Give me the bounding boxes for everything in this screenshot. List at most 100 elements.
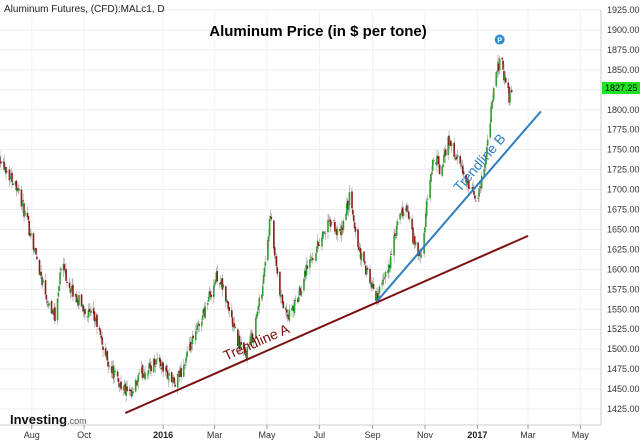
candle-body [270,216,273,220]
candle-body [417,242,419,257]
candle-body [94,319,97,322]
candle-body [202,309,205,314]
candle-body [107,361,109,367]
candle-body [143,373,146,378]
candle-body [54,307,56,322]
candle-body [51,309,54,313]
candle-body [57,292,60,297]
candle-body [117,378,120,383]
candle-body [4,167,6,172]
candle-body [420,255,423,257]
candle-body [194,331,197,341]
x-tick-label: Sep [365,430,381,440]
candle-body [214,279,217,284]
candle-body [42,279,44,283]
candle-body [63,264,66,271]
candle-body [388,265,391,268]
candle-body [478,188,480,197]
candle-body [432,160,435,162]
candle-body [396,221,399,226]
candle-body [76,297,79,302]
candle-body [460,164,462,166]
candle-body [351,191,353,209]
candle-body [370,282,373,288]
last-value-box [602,82,640,95]
candle-body [219,282,222,285]
candle-body [348,192,351,206]
candle-body [474,200,477,202]
candle-body [455,157,457,161]
candle-body [174,384,176,387]
candle-body [479,186,481,188]
candle-body [359,248,362,259]
candle-body [274,257,277,258]
candle-body [467,178,469,183]
candle-body [190,346,193,349]
candle-body [149,363,152,368]
investing-watermark: Investing.com [10,412,87,427]
candle-body [425,200,428,216]
candle-body [329,219,332,227]
candle-body [208,290,211,298]
candle-body [376,293,379,300]
candle-body [285,309,288,313]
candle-body [203,308,206,317]
candle-body [504,77,507,83]
y-tick-label: 1675.00 [607,205,640,215]
candle-body [99,329,102,335]
candle-body [480,175,483,189]
candle-body [188,343,191,351]
candle-body [159,359,162,367]
trendline-a [124,234,529,414]
candle-body [509,94,511,103]
candle-body [69,288,72,293]
candle-body [486,139,489,146]
candle-body [36,256,38,260]
candle-body [15,180,18,191]
candle-body [468,187,471,189]
watermark-brand: Investing [10,412,67,427]
candle-body [399,213,401,220]
candle-body [177,371,180,374]
candle-body [389,256,392,269]
candle-body [279,271,281,296]
candle-body [105,352,108,357]
candle-body [180,368,182,377]
candle-body [160,368,163,370]
candle-body [456,155,459,158]
candle-body [394,233,396,237]
candle-body [311,257,314,261]
candle-body [330,221,333,225]
candle-body [358,246,360,250]
candle-body [178,370,181,378]
last-value-label: 1827.25 [605,83,638,93]
candle-body [102,346,104,350]
candle-body [430,174,432,182]
candle-body [495,72,498,87]
candle-body [138,372,140,375]
candle-body [144,372,146,380]
candle-body [28,221,30,236]
candle-body [334,221,336,232]
candle-body [298,286,301,296]
candle-body [334,228,337,230]
candle-body [232,324,235,328]
candle-body [347,205,350,210]
candle-body [477,197,480,199]
candle-body [171,381,174,383]
candle-body [510,90,513,93]
candle-body [35,248,37,255]
x-tick-label: May [572,430,590,440]
candle-body [231,310,233,318]
candle-body [5,166,7,174]
candle-body [95,317,97,322]
candle-body [267,236,270,242]
candle-body [281,294,284,304]
candle-body [8,169,11,181]
candle-body [322,231,324,240]
candle-body [24,210,26,216]
candle-body [158,357,161,362]
candle-body [352,215,355,222]
candle-body [207,296,210,302]
candle-body [496,71,498,73]
